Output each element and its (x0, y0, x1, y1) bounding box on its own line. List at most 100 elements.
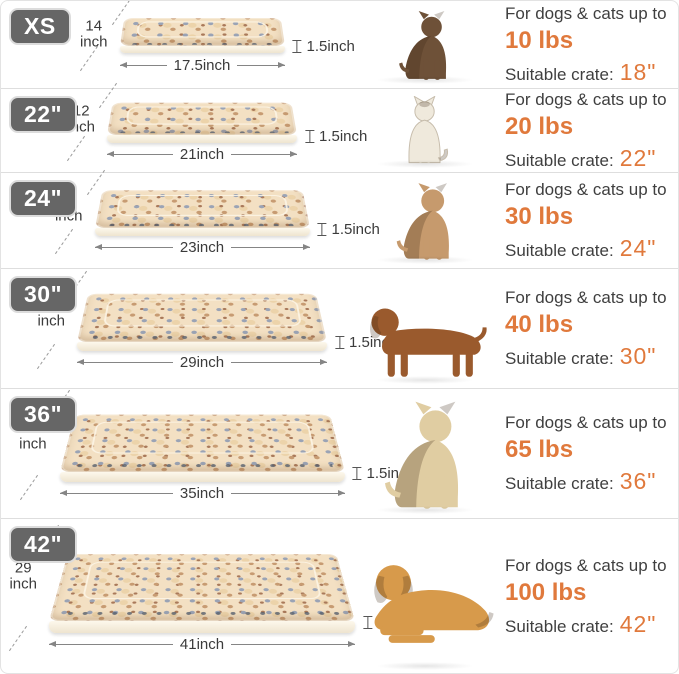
mat-depth-unit: inch (19, 435, 47, 453)
mat-depth-value: 14 (85, 17, 103, 35)
mat-top-surface (107, 102, 297, 135)
mat-depth-value: 29 (14, 559, 32, 577)
suitable-crate-value: 30" (619, 342, 657, 369)
info-intro-text: For dogs & cats up to (505, 555, 667, 575)
size-badge: 30" (9, 276, 77, 313)
arrow-line-right (231, 244, 310, 250)
french-bulldog-photo (396, 183, 449, 260)
mat-sherpa-edge (59, 471, 345, 482)
mat-figure: 12 inch 1.5inch 21inch (66, 82, 367, 163)
max-weight-value: 20 lbs (505, 112, 574, 140)
arrow-line-right (231, 359, 328, 365)
mat-depth-label: 14 inch (80, 18, 108, 50)
pet-photo (355, 89, 495, 172)
pet-photo (355, 389, 495, 518)
info-column: For dogs & cats up to 100 lbs Suitable c… (495, 555, 678, 638)
mat-width-dimension: 35inch (59, 485, 345, 502)
size-row: 36" 22.8 inch 1.5inch (1, 389, 678, 519)
mat-image (94, 186, 310, 228)
mat-width-label: 17.5inch (173, 56, 231, 74)
max-weight-value: 100 lbs (505, 578, 587, 606)
mat-bolster-seam (135, 21, 269, 38)
mat-sherpa-edge (119, 46, 285, 53)
size-badge: 42" (9, 526, 77, 563)
info-column: For dogs & cats up to 20 lbs Suitable cr… (495, 90, 678, 172)
suitable-crate-value: 24" (619, 234, 657, 261)
size-badge-label: 22" (24, 101, 62, 127)
mat-width-dimension: 29inch (77, 354, 328, 371)
mat-figure: 18 inch 1.5inch 23inch (54, 169, 380, 256)
mat-bolster-seam (115, 194, 289, 216)
info-column: For dogs & cats up to 40 lbs Suitable cr… (495, 288, 678, 370)
pet-photo (355, 1, 495, 88)
size-badge-label: XS (24, 13, 56, 39)
info-column: For dogs & cats up to 65 lbs Suitable cr… (495, 413, 678, 495)
info-column: For dogs & cats up to 30 lbs Suitable cr… (495, 180, 678, 262)
mat-top-surface (59, 414, 345, 472)
mat-sherpa-edge (107, 134, 297, 143)
size-row: 30" 21 inch 1.5inch (1, 269, 678, 389)
arrow-line-left (77, 359, 173, 365)
mat-column: 14 inch 1.5inch 17.5inch (1, 1, 355, 88)
suitable-crate-value: 18" (619, 58, 657, 85)
ragdoll-cat-photo (408, 96, 449, 164)
size-badge: 24" (9, 180, 77, 217)
mat-thickness-dimension: 1.5inch (292, 38, 355, 55)
dimension-dash-line (54, 228, 73, 254)
suitable-crate-label: Suitable crate: (505, 473, 614, 493)
size-row: 24" 18 inch 1.5inch (1, 169, 678, 269)
mat-top-surface (94, 189, 310, 228)
suitable-crate-line: Suitable crate: 24" (505, 235, 674, 262)
mat-bolster-seam (102, 299, 302, 327)
mat-top-surface (119, 17, 285, 46)
size-badge-label: 30" (24, 281, 62, 307)
mat-figure: 29 inch 1.5inch 41inch (8, 524, 425, 653)
dimension-dash-line (36, 343, 56, 369)
size-badge: 22" (9, 96, 77, 133)
mat-width-dimension: 23inch (94, 239, 310, 256)
mat-width-label: 35inch (179, 485, 225, 502)
mat-figure: 21 inch 1.5inch 29inch (36, 270, 397, 371)
dimension-dash-line (8, 625, 28, 651)
dimension-dash-line (19, 474, 38, 500)
thickness-ibeam-icon (335, 335, 344, 349)
suitable-crate-label: Suitable crate: (505, 64, 614, 84)
max-weight-value: 10 lbs (505, 26, 574, 54)
thickness-ibeam-icon (292, 40, 302, 53)
suitable-crate-line: Suitable crate: 42" (505, 611, 674, 638)
suitable-crate-value: 36" (619, 467, 657, 494)
mat-depth-unit: inch (79, 33, 108, 51)
pet-photo (355, 519, 495, 673)
size-badge: XS (9, 8, 71, 45)
mat-width-dimension: 21inch (107, 146, 298, 163)
mat-width-label: 29inch (179, 354, 225, 371)
mat-image (59, 406, 345, 472)
info-intro-text: For dogs & cats up to (505, 3, 667, 23)
mat-depth-unit: inch (9, 575, 37, 593)
mat-top-surface (49, 553, 355, 621)
arrow-line-right (231, 151, 298, 157)
max-weight-value: 40 lbs (505, 310, 574, 338)
mat-sherpa-edge (77, 341, 327, 351)
mat-image (107, 99, 297, 135)
suitable-crate-label: Suitable crate: (505, 240, 614, 260)
suitable-crate-label: Suitable crate: (505, 150, 614, 170)
mat-sherpa-edge (49, 620, 355, 633)
mat-image (119, 16, 285, 46)
mat-sherpa-edge (94, 227, 310, 236)
suitable-crate-value: 22" (619, 144, 657, 171)
mat-depth-label: 29 inch (9, 559, 37, 593)
arrow-line-left (94, 244, 173, 250)
max-weight-value: 30 lbs (505, 202, 574, 230)
suitable-crate-value: 42" (619, 610, 657, 637)
mat-figure: 22.8 inch 1.5inch 35inch (18, 389, 415, 502)
mat-width-dimension: 41inch (49, 636, 356, 653)
golden-retriever-puppy-photo (385, 401, 459, 509)
arrow-line-right (231, 490, 345, 496)
size-row: 22" 12 inch 1.5inch (1, 82, 678, 173)
size-badge-label: 36" (24, 401, 62, 427)
mat-depth-value: 12 (72, 102, 90, 120)
mat-figure: 14 inch 1.5inch 17.5inch (79, 1, 355, 74)
